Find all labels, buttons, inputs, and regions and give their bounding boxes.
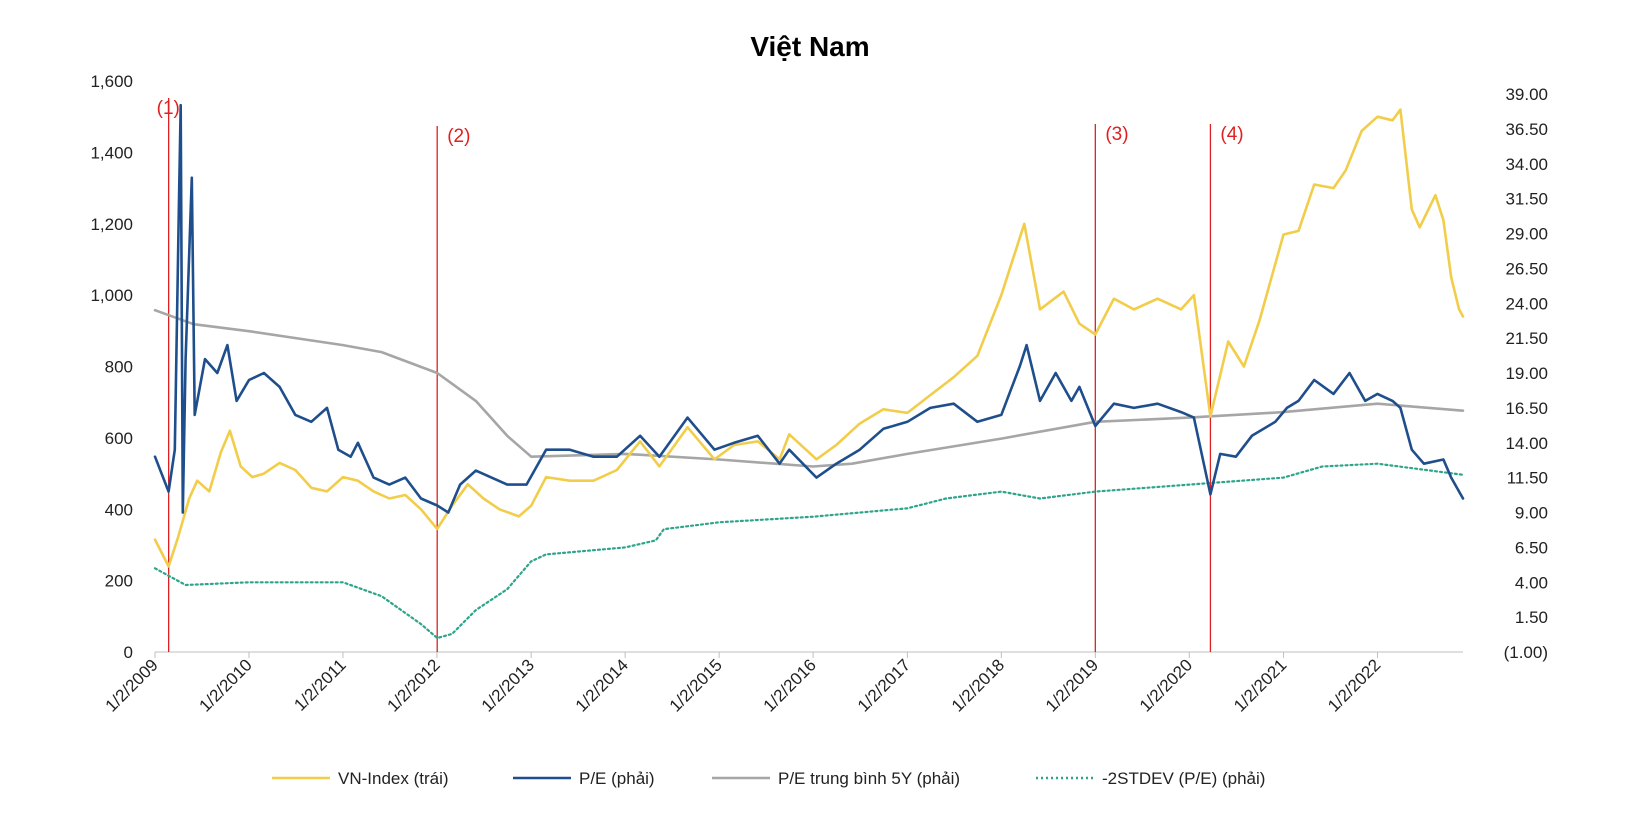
- legend-label: P/E (phải): [579, 769, 655, 788]
- y-left-tick-label: 800: [105, 358, 133, 377]
- legend: VN-Index (trái) P/E (phải) P/E trung bình …: [272, 769, 1265, 788]
- event-label: (3): [1105, 124, 1128, 145]
- x-tick-label: 1/2/2014: [572, 655, 632, 715]
- x-tick-label: 1/2/2015: [666, 655, 726, 715]
- x-tick-label: 1/2/2021: [1230, 655, 1290, 715]
- y-right-tick-label: 21.50: [1505, 329, 1548, 348]
- y-left-tick-label: 400: [105, 500, 133, 519]
- axes: 0 200 400 600 800 1,000 1,200 1,400 1,600 (1.00) 1…: [90, 72, 1548, 716]
- series-lines: [153, 103, 1465, 640]
- y-right-tick-label: 19.00: [1505, 364, 1548, 383]
- y-right-tick-label: (1.00): [1504, 643, 1548, 662]
- y-right-tick-label: 34.00: [1505, 155, 1548, 174]
- series-line: [153, 103, 1465, 514]
- y-left-tick-label: 1,400: [90, 143, 133, 162]
- x-tick-label: 1/2/2012: [384, 655, 444, 715]
- y-left-tick-label: 0: [124, 643, 133, 662]
- x-tick-label: 1/2/2017: [854, 655, 914, 715]
- y-right-tick-label: 16.50: [1505, 399, 1548, 418]
- event-label: (1): [157, 98, 180, 119]
- y-right-tick-label: 14.00: [1505, 434, 1548, 453]
- y-right-tick-label: 24.00: [1505, 294, 1548, 313]
- y-right-tick-label: 11.50: [1507, 469, 1548, 488]
- y-left-tick-label: 1,600: [90, 72, 133, 91]
- y-right-tick-label: 31.50: [1505, 190, 1548, 209]
- x-tick-label: 1/2/2020: [1136, 655, 1196, 715]
- series-line: [153, 462, 1465, 640]
- x-tick-label: 1/2/2018: [948, 655, 1008, 715]
- event-markers: (1) (2) (3) (4): [157, 98, 1244, 652]
- x-tick-label: 1/2/2016: [760, 655, 820, 715]
- y-right-tick-label: 9.00: [1515, 504, 1548, 523]
- x-tick-label: 1/2/2013: [478, 655, 538, 715]
- y-right-tick-label: 6.50: [1515, 538, 1548, 557]
- x-tick-label: 1/2/2010: [196, 655, 256, 715]
- x-tick-label: 1/2/2009: [102, 655, 162, 715]
- x-tick-label: 1/2/2019: [1042, 655, 1102, 715]
- y-left-tick-label: 1,200: [90, 215, 133, 234]
- legend-label: -2STDEV (P/E) (phải): [1102, 769, 1265, 788]
- event-label: (2): [447, 126, 470, 147]
- legend-label: P/E trung bình 5Y (phải): [778, 769, 960, 788]
- y-right-tick-label: 26.50: [1505, 259, 1548, 278]
- series-line: [153, 108, 1465, 568]
- y-right-tick-label: 29.00: [1505, 225, 1548, 244]
- y-left-tick-label: 200: [105, 572, 133, 591]
- event-label: (4): [1220, 124, 1243, 145]
- y-right-tick-label: 39.00: [1505, 85, 1548, 104]
- y-right-tick-label: 4.00: [1515, 573, 1548, 592]
- y-right-tick-label: 36.50: [1505, 120, 1548, 139]
- y-right-tick-label: 1.50: [1515, 608, 1548, 627]
- series-line: [153, 308, 1465, 468]
- chart-title: Việt Nam: [750, 31, 869, 62]
- x-tick-label: 1/2/2011: [290, 655, 349, 714]
- x-tick-label: 1/2/2022: [1324, 655, 1384, 715]
- legend-label: VN-Index (trái): [338, 769, 449, 788]
- y-left-tick-label: 600: [105, 429, 133, 448]
- y-left-tick-label: 1,000: [90, 286, 133, 305]
